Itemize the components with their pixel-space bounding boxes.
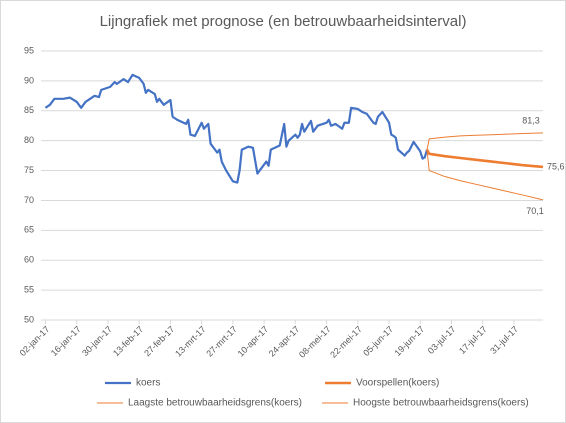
data-label: 81,3 (522, 115, 540, 125)
series-line (426, 132, 544, 150)
data-label: 70,1 (526, 206, 544, 216)
data-label: 75,6 (547, 161, 565, 171)
y-tick-label: 50 (24, 314, 34, 324)
chart-title: Lijngrafiek met prognose (en betrouwbaar… (100, 13, 467, 30)
y-tick-label: 80 (24, 135, 34, 145)
y-tick-label: 55 (24, 284, 34, 294)
legend-label: koers (136, 378, 160, 389)
y-tick-label: 70 (24, 195, 34, 205)
series-line (425, 149, 544, 169)
series-line (44, 73, 429, 184)
y-tick-label: 85 (24, 105, 34, 115)
y-tick-label: 65 (24, 225, 34, 235)
legend-label: Hoogste betrouwbaarheidsgrens(koers) (353, 398, 529, 409)
y-tick-label: 60 (24, 255, 34, 265)
y-tick-label: 75 (24, 165, 34, 175)
series-line (426, 149, 544, 201)
y-tick-label: 95 (24, 45, 34, 55)
legend-label: Voorspellen(koers) (356, 378, 439, 389)
legend-label: Laagste betrouwbaarheidsgrens(koers) (128, 398, 302, 409)
legend: koers Voorspellen(koers) Laagste betrouwba… (97, 378, 529, 409)
y-tick-label: 90 (24, 75, 34, 85)
